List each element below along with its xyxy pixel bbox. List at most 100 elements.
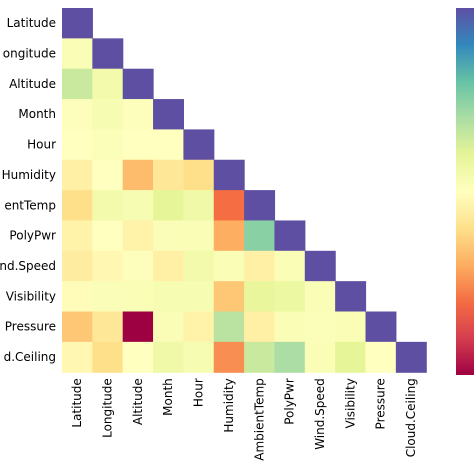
row-tick-label: Humidity: [2, 168, 56, 182]
heatmap-cell: [62, 8, 93, 39]
heatmap-cell: [395, 341, 427, 373]
heatmap-cell: [92, 38, 124, 70]
column-tick-label: Wind.Speed: [313, 378, 327, 450]
row-tick-label: Month: [18, 107, 56, 121]
heatmap-cell: [335, 341, 367, 373]
row-tick-label: Altitude: [9, 77, 56, 91]
heatmap-cell: [153, 281, 184, 313]
heatmap-cell: [183, 129, 215, 161]
heatmap-cell: [153, 311, 184, 343]
heatmap-cell: [62, 129, 93, 161]
heatmap-cell: [153, 99, 184, 130]
row-tick-label: PolyPwr: [9, 229, 56, 243]
row-tick-label: Latitude: [7, 16, 56, 30]
heatmap-cell: [92, 281, 124, 313]
row-tick-label: Pressure: [5, 320, 56, 334]
heatmap-cell: [183, 341, 215, 373]
column-tick-label: PolyPwr: [283, 378, 297, 425]
heatmap-cell: [92, 99, 124, 130]
heatmap-cell: [304, 311, 336, 343]
heatmap-cell: [244, 220, 276, 252]
heatmap-cell: [92, 311, 124, 343]
heatmap-cell: [62, 99, 93, 130]
heatmap-cell: [213, 281, 245, 313]
column-tick-label: Month: [161, 378, 175, 416]
heatmap-cell: [153, 220, 184, 252]
column-tick-label: AmbientTemp: [252, 378, 266, 461]
heatmap-cell: [274, 311, 306, 343]
heatmap-cell: [92, 190, 124, 222]
heatmap-cell: [122, 281, 154, 313]
column-tick-label: Hour: [192, 378, 206, 407]
column-tick-label: Cloud.Ceiling: [404, 378, 418, 457]
heatmap-cell: [62, 190, 93, 222]
heatmap-cells: [62, 8, 427, 373]
row-tick-label: entTemp: [4, 198, 56, 212]
heatmap-cell: [122, 129, 154, 161]
heatmap-cell: [153, 190, 184, 222]
column-tick-label: Longitude: [101, 378, 115, 438]
heatmap-cell: [244, 311, 276, 343]
heatmap-cell: [153, 159, 184, 191]
heatmap-cell: [183, 250, 215, 282]
heatmap-cell: [213, 190, 245, 222]
heatmap-cell: [122, 341, 154, 373]
heatmap-cell: [92, 129, 124, 161]
heatmap-cell: [244, 250, 276, 282]
heatmap-cell: [62, 311, 93, 343]
heatmap-cell: [122, 220, 154, 252]
heatmap-cell: [213, 341, 245, 373]
heatmap-cell: [365, 341, 397, 373]
heatmap-cell: [122, 159, 154, 191]
heatmap-cell: [153, 129, 184, 161]
heatmap-cell: [183, 311, 215, 343]
column-tick-labels: Latitude Longitude Altitude Month Hour Humidi…: [70, 378, 418, 461]
heatmap-cell: [244, 281, 276, 313]
heatmap-cell: [122, 68, 154, 100]
heatmap-cell: [335, 281, 367, 313]
heatmap-cell: [122, 311, 154, 343]
row-tick-label: Visibility: [6, 289, 56, 303]
heatmap-cell: [62, 68, 93, 100]
heatmap-cell: [92, 68, 124, 100]
heatmap-cell: [274, 220, 306, 252]
heatmap-cell: [244, 341, 276, 373]
heatmap-cell: [304, 250, 336, 282]
row-tick-label: d.Ceiling: [4, 350, 56, 364]
column-tick-label: Altitude: [131, 378, 145, 425]
heatmap-cell: [153, 341, 184, 373]
heatmap-cell: [213, 159, 245, 191]
heatmap-cell: [62, 159, 93, 191]
heatmap-cell: [274, 281, 306, 313]
heatmap-cell: [274, 341, 306, 373]
heatmap-cell: [122, 190, 154, 222]
heatmap-cell: [153, 250, 184, 282]
heatmap-cell: [365, 311, 397, 343]
row-tick-label: Hour: [27, 138, 56, 152]
column-tick-label: Pressure: [374, 378, 388, 429]
heatmap-cell: [62, 38, 93, 70]
heatmap-cell: [62, 341, 93, 373]
heatmap-cell: [62, 220, 93, 252]
heatmap-cell: [335, 311, 367, 343]
heatmap-cell: [183, 190, 215, 222]
heatmap-cell: [92, 250, 124, 282]
row-tick-labels: Latitude ongitude Altitude Month Hour Humidit…: [0, 16, 56, 364]
heatmap-cell: [122, 99, 154, 130]
heatmap-cell: [62, 281, 93, 313]
column-tick-label: Humidity: [222, 378, 236, 432]
heatmap-cell: [92, 220, 124, 252]
colorbar: [456, 8, 474, 375]
heatmap-cell: [213, 220, 245, 252]
heatmap-cell: [92, 159, 124, 191]
column-tick-label: Latitude: [70, 378, 84, 427]
heatmap-cell: [213, 250, 245, 282]
row-tick-label: nd.Speed: [0, 259, 56, 273]
heatmap-cell: [122, 250, 154, 282]
heatmap-cell: [304, 281, 336, 313]
heatmap-cell: [274, 250, 306, 282]
heatmap-cell: [304, 341, 336, 373]
heatmap-cell: [213, 311, 245, 343]
heatmap-cell: [92, 341, 124, 373]
